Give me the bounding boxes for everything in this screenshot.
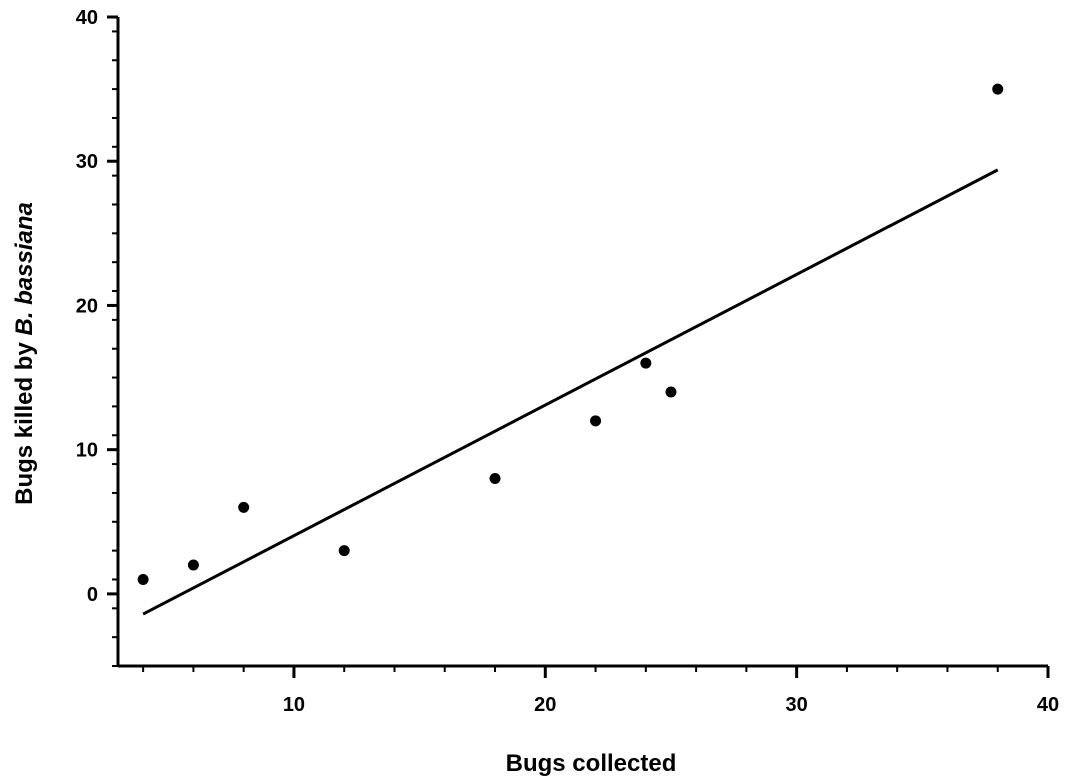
y-tick-label: 10 [76, 440, 98, 462]
y-tick-label: 30 [76, 151, 98, 173]
data-point [238, 501, 250, 513]
data-points [137, 83, 1004, 585]
y-ticks: 0 10 20 30 40 [76, 7, 118, 667]
axes: 0 10 20 30 40 10 20 30 40 [76, 7, 1059, 716]
y-axis-title-species: B. bassiana [11, 202, 38, 335]
data-point [992, 83, 1004, 95]
y-tick-label: 20 [76, 295, 98, 317]
data-point [489, 473, 501, 485]
data-point [665, 386, 677, 398]
x-tick-label: 30 [786, 694, 808, 716]
x-tick-label: 10 [283, 694, 305, 716]
x-tick-label: 40 [1037, 694, 1059, 716]
data-point [137, 573, 149, 585]
x-ticks: 10 20 30 40 [142, 666, 1059, 716]
y-tick-label: 40 [76, 7, 98, 29]
y-axis-title: Bugs killed by B. bassiana [11, 202, 38, 505]
regression-line [142, 168, 999, 616]
x-tick-label: 20 [534, 694, 556, 716]
y-axis-title-prefix: Bugs killed by [11, 336, 38, 505]
y-tick-label: 0 [87, 584, 98, 606]
data-point [640, 357, 652, 369]
data-point [338, 545, 350, 557]
x-axis-title: Bugs collected [506, 750, 677, 777]
data-point [590, 415, 602, 427]
data-point [187, 559, 199, 571]
